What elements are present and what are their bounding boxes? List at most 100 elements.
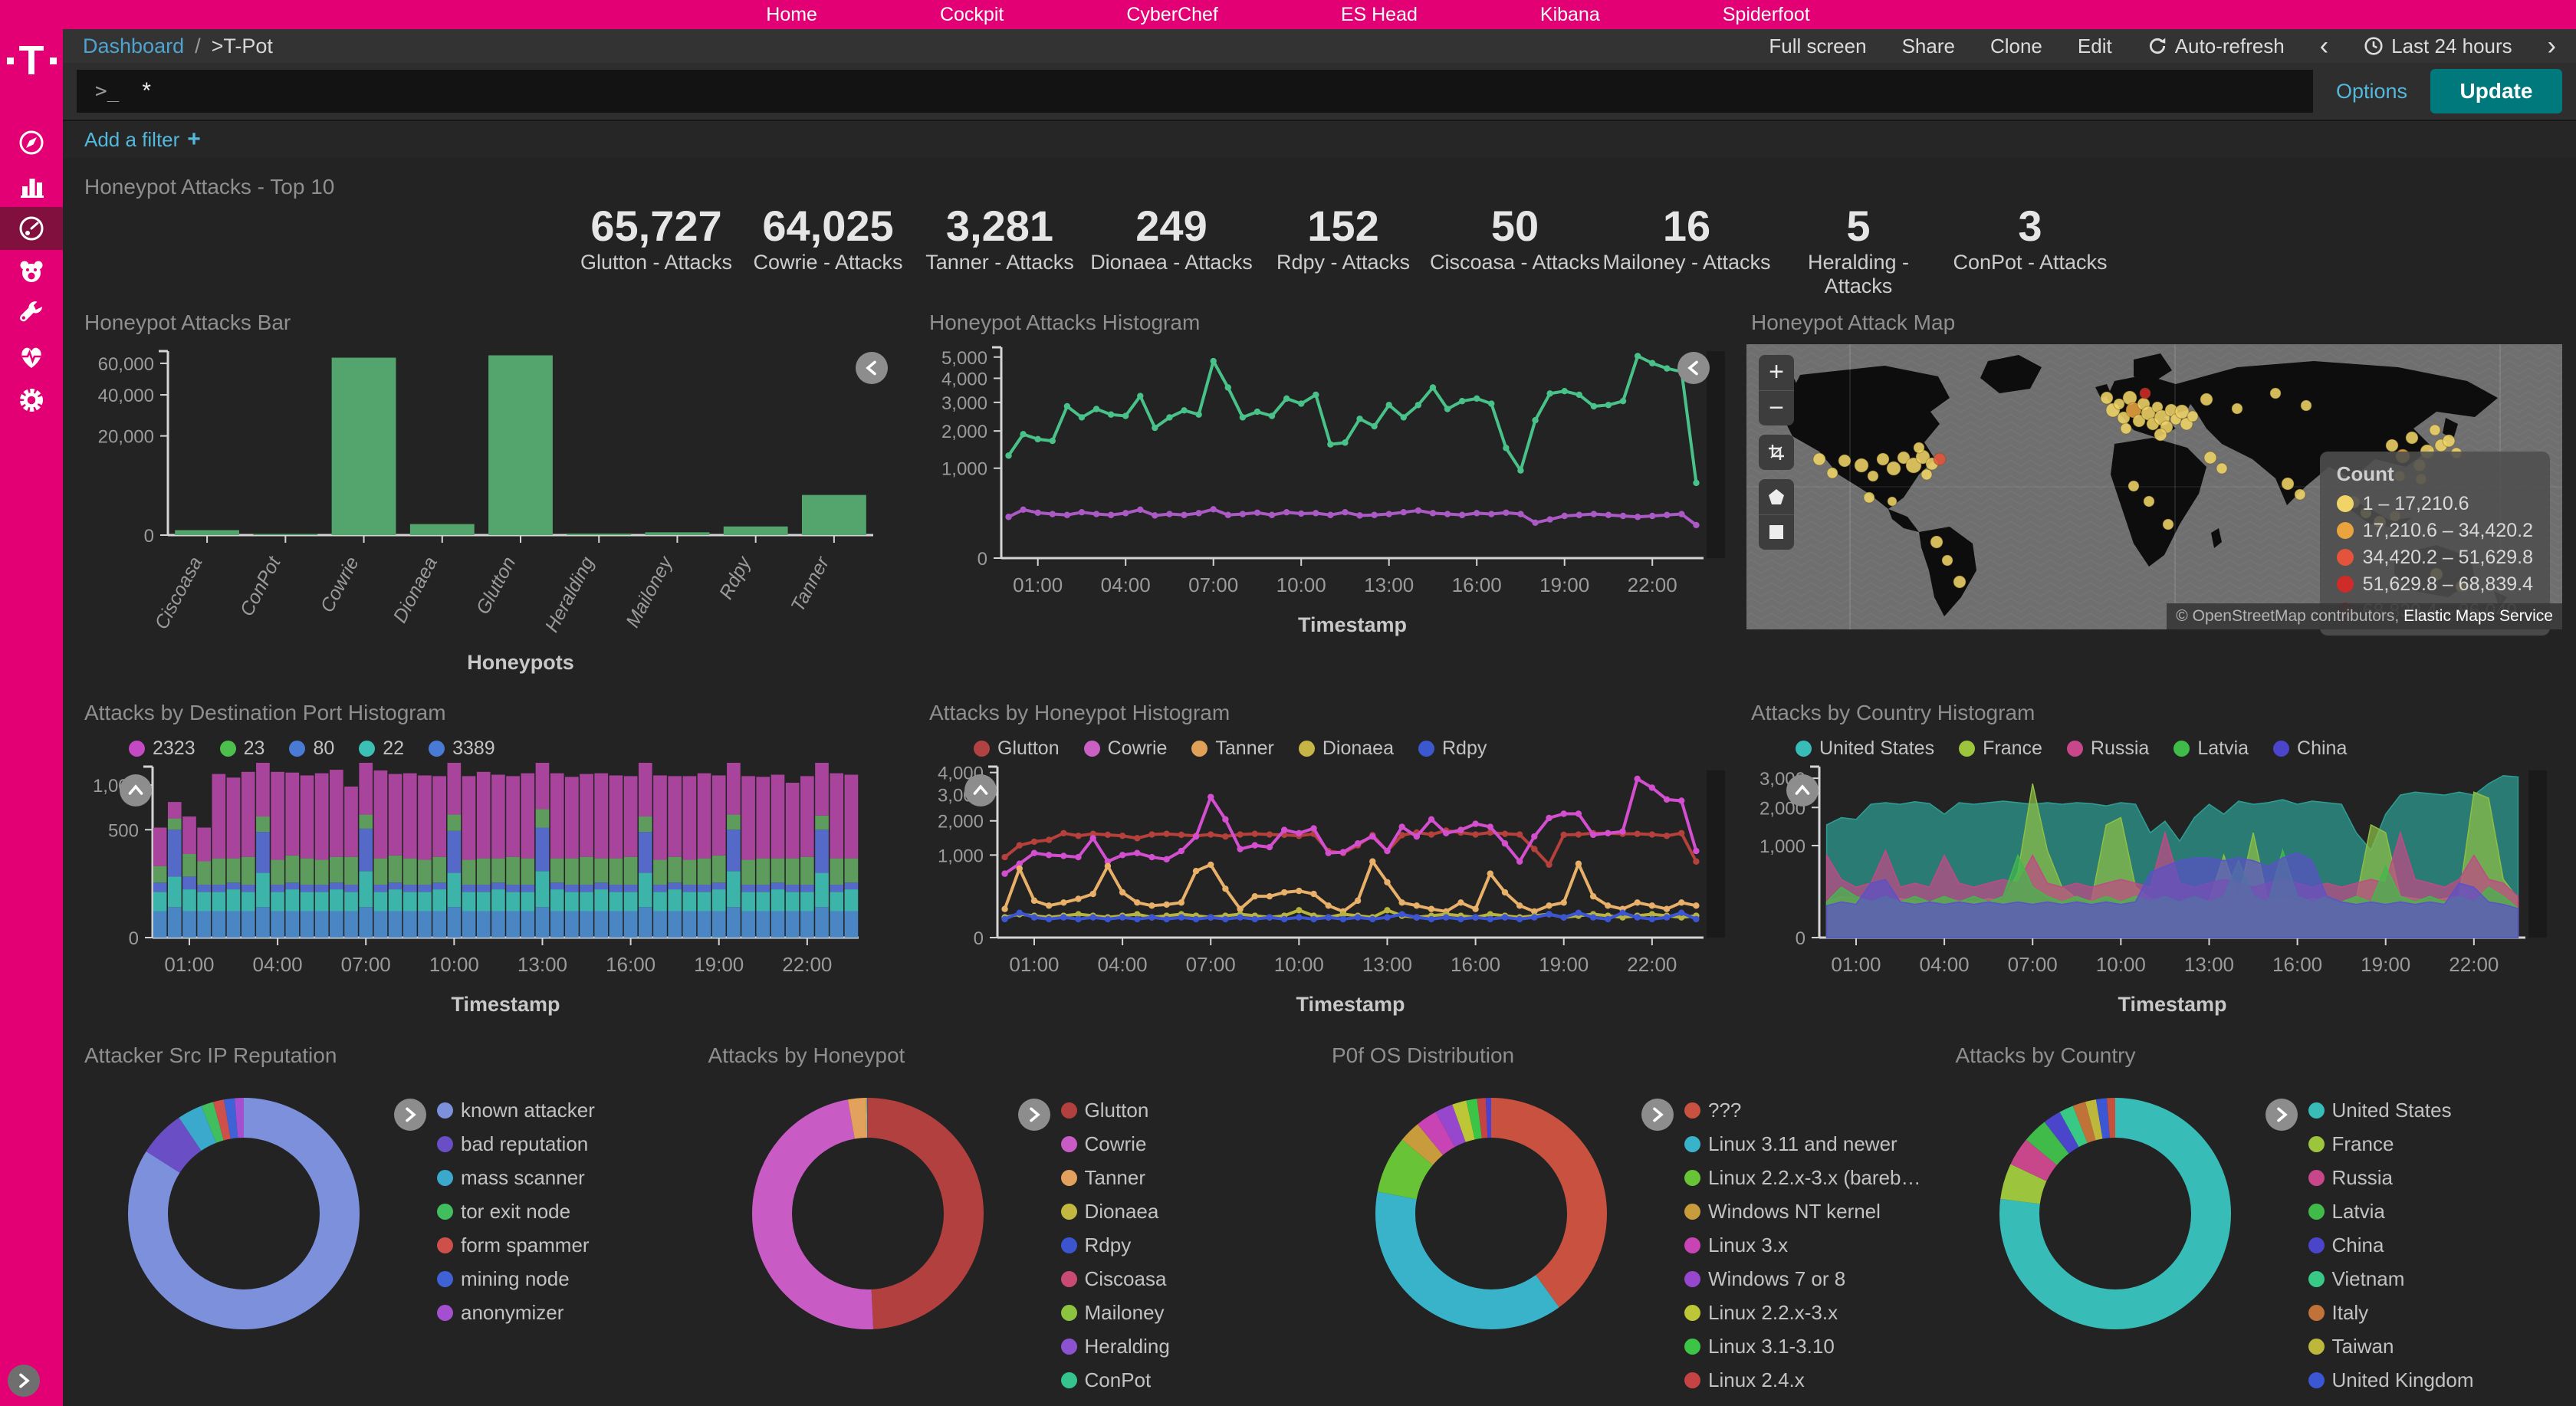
- legend-collapse-button[interactable]: [2265, 1098, 2298, 1131]
- time-range-picker[interactable]: Last 24 hours: [2364, 34, 2512, 58]
- legend-item[interactable]: Latvia: [2308, 1200, 2474, 1224]
- update-button[interactable]: Update: [2430, 69, 2562, 113]
- map-draw-polygon-button[interactable]: [1759, 479, 1794, 514]
- legend-item[interactable]: United Kingdom: [2308, 1368, 2474, 1392]
- bar-chart[interactable]: 0 20,000 40,000 60,000 Ciscoasa ConPot Cowrie D…: [80, 340, 892, 685]
- legend-item[interactable]: Rdpy: [1060, 1234, 1170, 1257]
- topbar-link-cockpit[interactable]: Cockpit: [939, 3, 1004, 25]
- legend-collapse-button[interactable]: [120, 774, 152, 806]
- legend-item[interactable]: Tanner: [1060, 1166, 1170, 1190]
- nav-action-full-screen[interactable]: Full screen: [1769, 34, 1867, 57]
- legend-item[interactable]: China: [2273, 737, 2347, 760]
- topbar-link-es-head[interactable]: ES Head: [1340, 3, 1418, 25]
- legend-item[interactable]: Cowrie: [1083, 737, 1167, 760]
- sidebar-item-monitoring[interactable]: [0, 336, 63, 379]
- legend-item[interactable]: bad reputation: [437, 1132, 595, 1156]
- legend-item[interactable]: Tanner: [1191, 737, 1274, 760]
- legend-item[interactable]: 2323: [129, 737, 196, 760]
- world-map[interactable]: [1746, 343, 2562, 629]
- legend-item[interactable]: Dionaea: [1298, 737, 1394, 760]
- legend-item[interactable]: United States: [2308, 1099, 2474, 1122]
- sidebar-item-visualize[interactable]: [0, 164, 63, 207]
- options-link[interactable]: Options: [2335, 79, 2407, 103]
- t-mobile-logo[interactable]: T: [6, 40, 57, 81]
- topbar-link-cyberchef[interactable]: CyberChef: [1126, 3, 1218, 25]
- legend-item[interactable]: Taiwan: [2308, 1335, 2474, 1358]
- legend-item[interactable]: 3389: [429, 737, 495, 760]
- time-prev-button[interactable]: ‹: [2319, 31, 2329, 61]
- legend-item[interactable]: Ciscoasa: [1060, 1267, 1170, 1291]
- legend-item[interactable]: France: [1959, 737, 2042, 760]
- add-filter-button[interactable]: Add a filter +: [84, 126, 201, 152]
- sidebar-item-dev-tools[interactable]: [0, 293, 63, 336]
- legend-item[interactable]: mining node: [437, 1267, 595, 1291]
- donut-chart[interactable]: [1985, 1083, 2246, 1344]
- legend-item[interactable]: mass scanner: [437, 1166, 595, 1190]
- auto-refresh-button[interactable]: Auto-refresh: [2147, 34, 2285, 58]
- legend-item[interactable]: Windows 7 or 8: [1684, 1267, 1921, 1291]
- legend-item[interactable]: Russia: [2308, 1166, 2474, 1190]
- legend-item[interactable]: Russia: [2066, 737, 2149, 760]
- legend-item[interactable]: Glutton: [1060, 1099, 1170, 1122]
- sidebar-item-timelion[interactable]: [0, 250, 63, 293]
- panel-collapse-button[interactable]: [856, 351, 888, 384]
- map-draw-rect-button[interactable]: [1759, 514, 1794, 550]
- panel-collapse-button[interactable]: [1677, 351, 1710, 384]
- legend-item[interactable]: Glutton: [974, 737, 1060, 760]
- map-fit-bounds-button[interactable]: [1759, 435, 1794, 470]
- legend-collapse-button[interactable]: [1017, 1098, 1050, 1131]
- topbar-link-home[interactable]: Home: [766, 3, 817, 25]
- map-zoom-in-button[interactable]: +: [1769, 357, 1784, 387]
- legend-item[interactable]: ConPot: [1060, 1368, 1170, 1392]
- search-input[interactable]: >_ *: [77, 70, 2313, 113]
- nav-action-clone[interactable]: Clone: [1990, 34, 2042, 57]
- legend-collapse-button[interactable]: [1786, 774, 1819, 806]
- legend-item[interactable]: Linux 2.2.x-3.x (bareb…: [1684, 1166, 1921, 1190]
- legend-item[interactable]: Nepal: [2308, 1402, 2474, 1406]
- legend-item[interactable]: 23: [219, 737, 264, 760]
- legend-item[interactable]: 80: [289, 737, 334, 760]
- legend-collapse-button[interactable]: [394, 1098, 426, 1131]
- breadcrumb-dashboard-link[interactable]: Dashboard: [83, 34, 185, 57]
- legend-item[interactable]: Linux 3.1-3.10: [1684, 1335, 1921, 1358]
- legend-item[interactable]: Windows NT kernel: [1684, 1200, 1921, 1224]
- legend-item[interactable]: France: [2308, 1132, 2474, 1156]
- legend-item[interactable]: Windows XP: [1684, 1402, 1921, 1406]
- legend-item[interactable]: Cowrie: [1060, 1132, 1170, 1156]
- topbar-link-spiderfoot[interactable]: Spiderfoot: [1722, 3, 1810, 25]
- donut-chart[interactable]: [1361, 1083, 1622, 1344]
- legend-collapse-button[interactable]: [1641, 1098, 1674, 1131]
- topbar-link-kibana[interactable]: Kibana: [1539, 3, 1600, 25]
- legend-item[interactable]: United States: [1796, 737, 1934, 760]
- legend-item[interactable]: Dionaea: [1060, 1200, 1170, 1224]
- legend-item[interactable]: Latvia: [2174, 737, 2249, 760]
- legend-item[interactable]: Italy: [2308, 1301, 2474, 1325]
- legend-item[interactable]: 22: [359, 737, 404, 760]
- legend-collapse-button[interactable]: [964, 774, 997, 806]
- legend-item[interactable]: Mailoney: [1060, 1301, 1170, 1325]
- nav-action-share[interactable]: Share: [1901, 34, 1955, 57]
- legend-item[interactable]: Linux 3.x: [1684, 1234, 1921, 1257]
- legend-item[interactable]: anonymizer: [437, 1301, 595, 1325]
- sidebar-item-discover[interactable]: [0, 121, 63, 164]
- sidebar-collapse-button[interactable]: [8, 1365, 40, 1397]
- map-zoom-out-button[interactable]: −: [1759, 389, 1794, 425]
- donut-chart[interactable]: [113, 1083, 374, 1344]
- legend-item[interactable]: Heralding: [1060, 1335, 1170, 1358]
- legend-item[interactable]: Vietnam: [2308, 1267, 2474, 1291]
- time-next-button[interactable]: ›: [2547, 31, 2556, 61]
- legend-item[interactable]: ???: [1684, 1099, 1921, 1122]
- sidebar-item-dashboard[interactable]: [0, 207, 63, 250]
- sidebar-item-management[interactable]: [0, 379, 63, 422]
- legend-item[interactable]: form spammer: [437, 1234, 595, 1257]
- legend-item[interactable]: China: [2308, 1234, 2474, 1257]
- legend-item[interactable]: Linux 2.4.x: [1684, 1368, 1921, 1392]
- legend-item[interactable]: Rdpy: [1418, 737, 1487, 760]
- legend-item[interactable]: Linux 3.11 and newer: [1684, 1132, 1921, 1156]
- legend-item[interactable]: Linux 2.2.x-3.x: [1684, 1301, 1921, 1325]
- legend-item[interactable]: tor exit node: [437, 1200, 595, 1224]
